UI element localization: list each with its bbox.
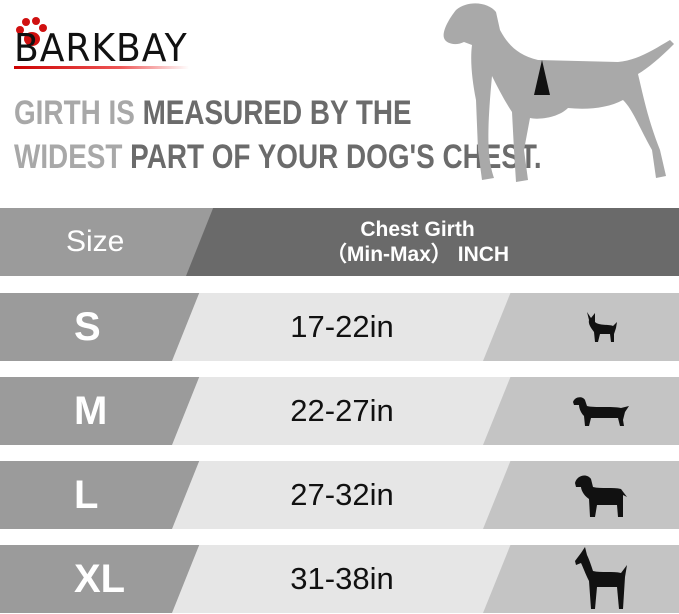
tagline-text: WIDEST — [14, 138, 131, 176]
table-header: Size Chest Girth （Min-Max） INCH — [0, 208, 679, 276]
girth-value: 17-22in — [172, 293, 512, 361]
dog-cell — [483, 545, 679, 613]
table-row: M 22-27in — [0, 377, 679, 445]
header-girth-line1: Chest Girth — [360, 217, 475, 241]
header-girth-line2: （Min-Max） INCH — [325, 243, 510, 266]
table-row: S 17-22in — [0, 293, 679, 361]
header-size: Size — [0, 208, 215, 276]
tagline-line-2: WIDEST PART OF YOUR DOG'S CHEST. — [14, 138, 542, 177]
tagline-text: PART OF YOUR DOG'S CHEST. — [130, 138, 542, 176]
girth-value: 27-32in — [172, 461, 512, 529]
header-chest-girth: Chest Girth （Min-Max） INCH — [186, 208, 679, 276]
brand-underline — [14, 66, 189, 69]
tagline-line-1: GIRTH IS MEASURED BY THE — [14, 94, 412, 133]
girth-value: 22-27in — [172, 377, 512, 445]
dachshund-icon — [573, 397, 629, 426]
table-row: XL 31-38in — [0, 545, 679, 613]
size-label: L — [0, 461, 200, 529]
tagline-text: GIRTH IS — [14, 94, 143, 132]
dog-cell — [483, 461, 679, 529]
labrador-icon — [575, 475, 627, 517]
brand-logo: BARKBAY — [12, 17, 192, 70]
dog-cell — [483, 293, 679, 361]
size-label: S — [0, 293, 200, 361]
chihuahua-icon — [587, 312, 617, 342]
tagline-text: MEASURED BY THE — [142, 94, 412, 132]
girth-value: 31-38in — [172, 545, 512, 613]
great-dane-icon — [575, 547, 627, 609]
paw-icon — [16, 17, 47, 46]
brand-name: BARKBAY — [14, 26, 188, 70]
table-row: L 27-32in — [0, 461, 679, 529]
size-label: M — [0, 377, 200, 445]
dog-cell — [483, 377, 679, 445]
dog-measure-illustration — [443, 3, 674, 183]
size-label: XL — [0, 545, 200, 613]
